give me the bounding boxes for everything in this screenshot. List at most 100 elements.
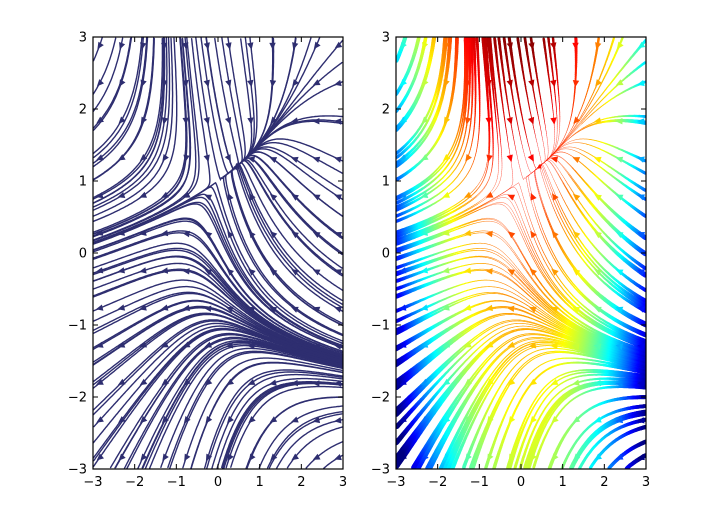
- streamline: [93, 279, 343, 359]
- streamline: [508, 370, 646, 469]
- y-tick-label: 3: [382, 31, 390, 46]
- streamline: [539, 159, 646, 270]
- y-tick-label: −2: [68, 391, 87, 406]
- streamline: [396, 37, 499, 242]
- streamline: [323, 454, 343, 469]
- streamline: [396, 37, 408, 63]
- arrow-head: [506, 79, 513, 88]
- x-tick-label: 0: [214, 475, 222, 490]
- arrow-head: [269, 306, 278, 313]
- streamline: [539, 37, 558, 167]
- arrow-head: [247, 342, 255, 350]
- arrow-head: [637, 454, 645, 461]
- streamline: [396, 37, 453, 168]
- arrow-head: [594, 269, 602, 276]
- arrow-head: [507, 231, 516, 239]
- arrow-head: [485, 79, 492, 88]
- arrow-head: [615, 269, 624, 276]
- streamline: [93, 37, 148, 164]
- streamline: [526, 164, 646, 338]
- arrow-head: [615, 194, 624, 201]
- streamline: [93, 291, 343, 360]
- arrow-head: [334, 194, 342, 201]
- streamline: [235, 39, 343, 169]
- streamline: [93, 37, 200, 242]
- x-tick-label: −2: [428, 475, 447, 490]
- arrow-head: [399, 416, 407, 423]
- arrow-head: [247, 117, 254, 125]
- arrow-head: [182, 268, 190, 275]
- streamline: [396, 203, 646, 350]
- streamline: [222, 164, 343, 337]
- arrow-head: [422, 79, 429, 87]
- arrow-head: [442, 304, 450, 311]
- arrow-head: [616, 41, 624, 50]
- arrow-head: [399, 453, 407, 461]
- arrow-head: [486, 154, 493, 163]
- arrow-head: [422, 42, 429, 50]
- y-tick-label: −3: [371, 463, 390, 478]
- streamline: [569, 409, 646, 469]
- arrow-head: [615, 79, 624, 86]
- streamline: [275, 417, 343, 469]
- arrow-head: [203, 79, 210, 88]
- arrow-head: [464, 191, 472, 198]
- arrow-head: [594, 194, 602, 201]
- streamline: [93, 299, 343, 360]
- arrow-head: [247, 306, 256, 313]
- arrow-head: [139, 191, 147, 198]
- streamline: [93, 37, 143, 155]
- streamline: [539, 37, 561, 168]
- streamline: [160, 347, 343, 468]
- arrow-head: [637, 306, 645, 313]
- arrow-head: [269, 343, 277, 350]
- arrow-head: [269, 416, 278, 423]
- arrow-head: [182, 341, 191, 348]
- arrow-head: [204, 269, 213, 276]
- arrow-head: [227, 416, 234, 424]
- arrow-head: [465, 154, 472, 162]
- y-tick-label: 0: [79, 247, 87, 262]
- arrow-head: [529, 268, 537, 276]
- arrow-head: [139, 267, 147, 274]
- arrow-head: [96, 154, 104, 161]
- arrow-head: [312, 118, 320, 125]
- arrow-head: [269, 193, 278, 201]
- arrow-head: [162, 154, 169, 162]
- arrow-head: [140, 453, 148, 461]
- streamline: [93, 37, 174, 217]
- arrow-head: [551, 416, 559, 424]
- streamline: [305, 440, 343, 469]
- streamline: [268, 413, 343, 469]
- streamline: [235, 158, 343, 269]
- y-tick-label: 1: [79, 175, 87, 190]
- arrow-head: [530, 192, 537, 201]
- arrow-head: [442, 154, 451, 161]
- y-tick-label: 2: [79, 103, 87, 118]
- arrow-head: [291, 156, 299, 163]
- arrow-head: [420, 192, 429, 198]
- arrow-head: [550, 156, 559, 163]
- arrow-head: [291, 269, 299, 276]
- x-tick-label: 3: [642, 475, 650, 490]
- arrow-head: [550, 342, 558, 350]
- arrow-head: [248, 416, 256, 424]
- streamline: [396, 37, 472, 209]
- streamline: [93, 268, 343, 358]
- arrow-head: [637, 343, 645, 350]
- arrow-head: [269, 379, 277, 386]
- arrow-head: [508, 378, 516, 386]
- arrow-head: [485, 191, 494, 198]
- arrow-head: [334, 269, 342, 276]
- y-tick-label: 3: [79, 31, 87, 46]
- arrow-head: [292, 79, 299, 87]
- streamline: [427, 338, 646, 469]
- arrow-head: [487, 453, 494, 462]
- streamline: [93, 37, 189, 235]
- arrow-head: [463, 267, 472, 274]
- streamline: [396, 37, 481, 223]
- arrow-head: [615, 416, 624, 424]
- streamline: [286, 426, 343, 469]
